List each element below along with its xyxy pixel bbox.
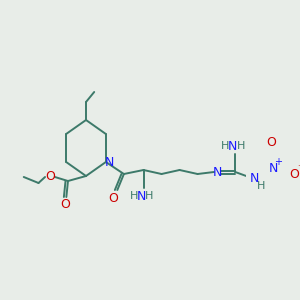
Text: O: O [60,199,70,212]
Text: O: O [289,167,299,181]
Text: H: H [145,191,154,201]
Text: N: N [213,166,222,178]
Text: H: H [130,191,138,201]
Text: N: N [268,161,278,175]
Text: N: N [250,172,260,184]
Text: N: N [136,190,146,202]
Text: N: N [104,155,114,169]
Text: H: H [221,141,230,151]
Text: N: N [228,140,238,152]
Text: O: O [266,136,276,148]
Text: H: H [237,141,245,151]
Text: H: H [256,181,265,191]
Text: +: + [274,157,282,167]
Text: ⁻: ⁻ [297,163,300,173]
Text: O: O [45,169,55,182]
Text: O: O [108,191,118,205]
